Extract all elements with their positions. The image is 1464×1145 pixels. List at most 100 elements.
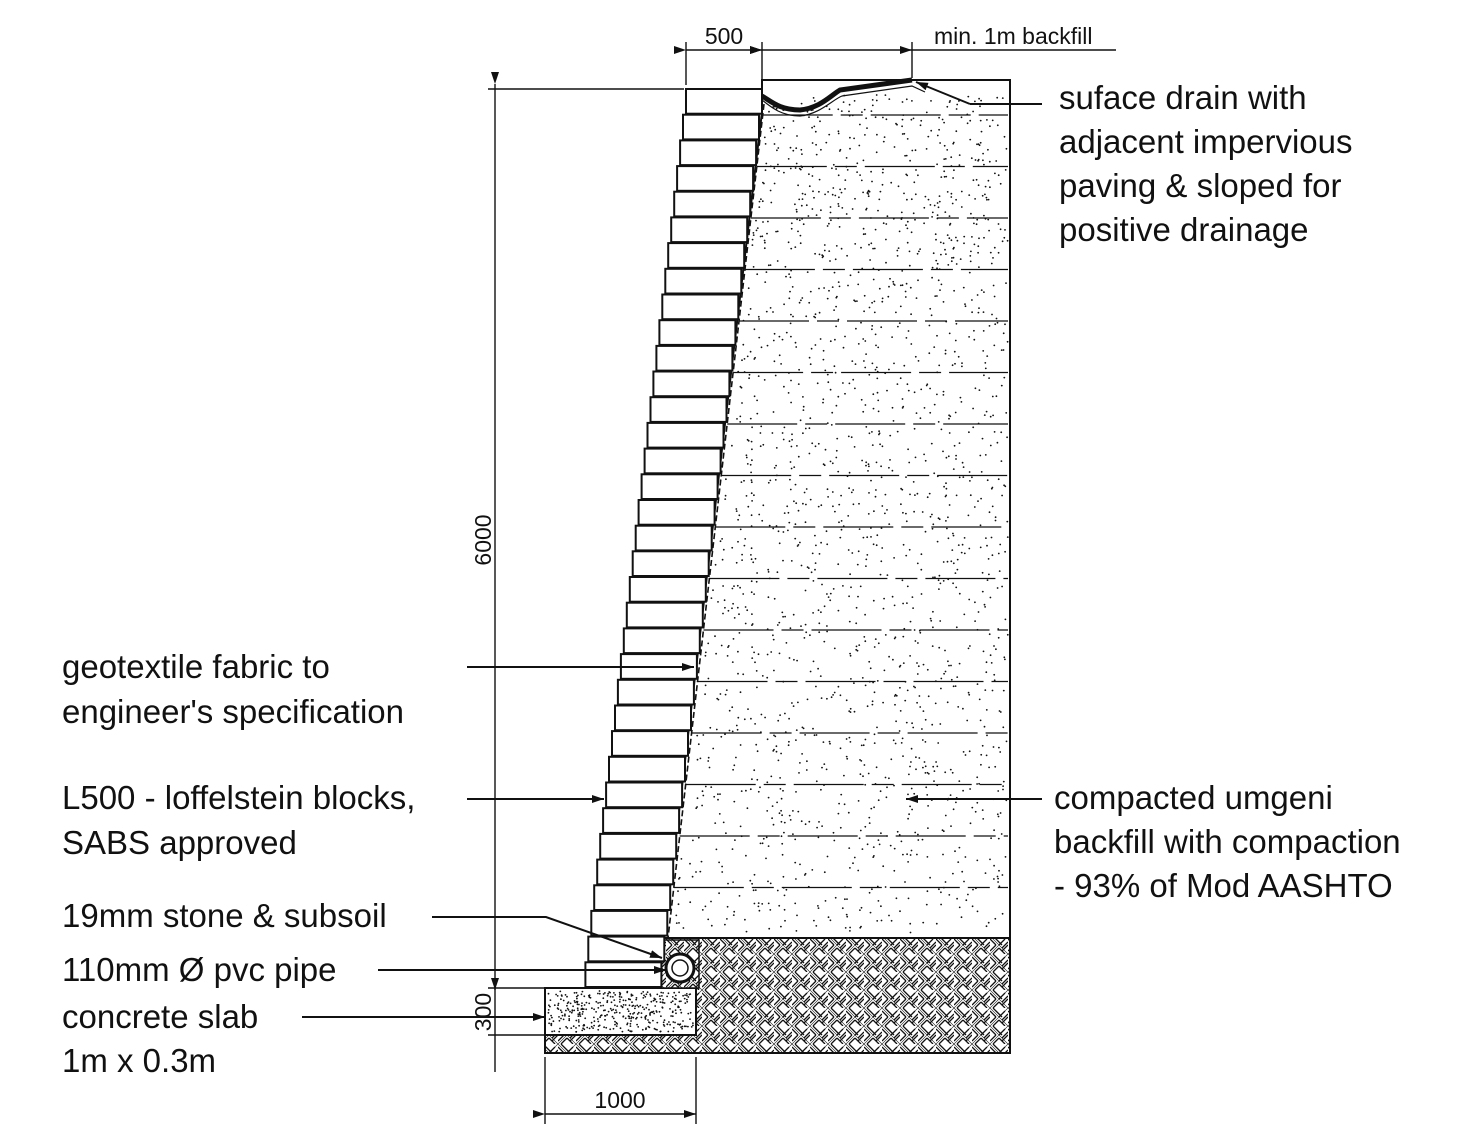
stipple-dot (613, 992, 615, 994)
stipple-dot (946, 149, 949, 151)
stipple-dot (798, 167, 801, 170)
stipple-dot (985, 196, 988, 199)
stipple-dot (978, 266, 980, 268)
stipple-dot (866, 554, 869, 556)
stipple-dot (848, 847, 851, 849)
stipple-dot (956, 239, 959, 242)
stipple-dot (994, 172, 996, 175)
stipple-dot (917, 174, 919, 177)
stipple-dot (894, 636, 897, 639)
stipple-dot (992, 257, 994, 259)
stipple-dot (764, 143, 767, 145)
stipple-dot (733, 764, 736, 767)
stipple-dot (609, 1007, 612, 1010)
stipple-dot (799, 762, 801, 764)
stipple-dot (852, 862, 854, 865)
stipple-dot (831, 411, 834, 414)
stipple-dot (715, 728, 718, 731)
stipple-dot (816, 826, 818, 829)
stipple-dot (668, 1021, 670, 1023)
stipple-dot (701, 804, 703, 807)
stipple-dot (808, 116, 810, 118)
stipple-dot (782, 559, 784, 562)
stipple-dot (952, 872, 954, 875)
stipple-dot (953, 169, 955, 172)
stipple-dot (644, 1016, 647, 1018)
stipple-dot (819, 120, 821, 123)
stipple-dot (562, 1018, 565, 1021)
stipple-dot (725, 689, 728, 691)
stipple-dot (854, 243, 857, 245)
dim-300-label: 300 (470, 993, 496, 1031)
stipple-dot (799, 419, 802, 422)
dim-1000-label: 1000 (594, 1087, 645, 1113)
stipple-dot (946, 527, 948, 530)
stipple-dot (924, 530, 927, 533)
stipple-dot (778, 542, 781, 545)
stipple-dot (750, 492, 753, 495)
stipple-dot (653, 1012, 655, 1015)
stipple-dot (861, 848, 864, 850)
stipple-dot (919, 417, 922, 420)
stipple-dot (618, 995, 621, 998)
stipple-dot (969, 138, 972, 141)
stipple-dot (704, 684, 707, 687)
stipple-dot (934, 233, 937, 236)
dim-backfill-label: min. 1m backfill (934, 23, 1092, 49)
stipple-dot (795, 930, 798, 932)
stipple-dot (735, 561, 738, 564)
stipple-dot (886, 509, 888, 511)
stipple-dot (996, 587, 999, 589)
stipple-dot (850, 436, 853, 439)
label-backfill: compacted umgeni backfill with compactio… (1054, 779, 1410, 904)
stipple-dot (876, 726, 878, 729)
block-course (649, 396, 728, 423)
stipple-dot (762, 443, 765, 446)
stipple-dot (918, 757, 921, 759)
stipple-dot (820, 148, 822, 151)
stipple-dot (902, 543, 905, 546)
stipple-dot (750, 717, 752, 720)
stipple-dot (859, 773, 862, 776)
stipple-dot (838, 226, 841, 228)
stipple-dot (666, 1023, 669, 1026)
stipple-dot (989, 415, 992, 418)
stipple-dot (752, 234, 755, 237)
stipple-dot (984, 689, 987, 691)
stipple-dot (659, 1030, 662, 1033)
stipple-dot (964, 856, 967, 858)
stipple-dot (916, 562, 919, 565)
stipple-dot (882, 140, 885, 143)
stipple-dot (871, 362, 874, 365)
stipple-dot (983, 414, 986, 416)
stipple-dot (993, 829, 995, 832)
stipple-dot (774, 374, 777, 377)
stipple-dot (568, 1018, 571, 1020)
stipple-dot (857, 800, 860, 802)
stipple-dot (761, 235, 764, 238)
stipple-dot (1006, 239, 1009, 242)
stipple-dot (564, 994, 567, 996)
stipple-dot (548, 1022, 550, 1025)
stipple-dot (969, 645, 971, 647)
stipple-dot (954, 685, 957, 687)
stipple-dot (907, 793, 909, 796)
stipple-dot (984, 185, 987, 188)
stipple-dot (979, 524, 982, 527)
block-course (667, 242, 746, 269)
stipple-dot (783, 303, 785, 306)
stipple-dot (860, 906, 863, 909)
stipple-dot (951, 202, 954, 205)
stipple-dot (737, 672, 739, 675)
block-course (596, 858, 675, 886)
stipple-dot (947, 660, 949, 663)
stipple-dot (859, 123, 861, 126)
stipple-dot (757, 905, 760, 908)
stipple-dot (741, 553, 743, 556)
stipple-dot (988, 160, 991, 163)
stipple-dot (718, 892, 720, 895)
stipple-dot (938, 588, 940, 590)
stipple-dot (750, 580, 753, 583)
stipple-dot (909, 493, 911, 496)
stipple-dot (717, 601, 719, 603)
